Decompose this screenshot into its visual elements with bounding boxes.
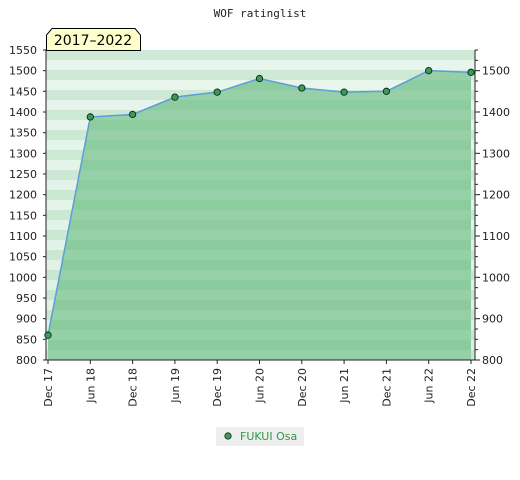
x-tick-label: Jun 20 xyxy=(254,368,267,404)
left-tick-label: 1150 xyxy=(9,209,37,222)
data-point[interactable] xyxy=(128,110,137,119)
data-point[interactable] xyxy=(44,331,52,339)
period-box: 2017–2022 xyxy=(46,28,141,51)
area-stripe xyxy=(48,270,471,280)
right-tick-label: 1300 xyxy=(482,147,510,160)
x-tick-label: Dec 18 xyxy=(127,368,140,407)
left-tick-label: 850 xyxy=(16,333,37,346)
left-tick-label: 1350 xyxy=(9,127,37,140)
left-tick-label: 1450 xyxy=(9,85,37,98)
area-stripe xyxy=(48,290,471,300)
area-stripe xyxy=(48,190,471,200)
left-tick-label: 1050 xyxy=(9,251,37,264)
data-point[interactable] xyxy=(213,88,221,96)
x-tick-label: Dec 17 xyxy=(42,368,55,407)
area-stripe xyxy=(48,310,471,320)
area-stripe xyxy=(48,110,471,120)
legend-label: FUKUI Osa xyxy=(240,430,297,443)
left-tick-label: 1300 xyxy=(9,147,37,160)
area-stripe xyxy=(48,250,471,260)
left-tick-label: 1400 xyxy=(9,106,37,119)
right-tick-label: 900 xyxy=(482,313,503,326)
x-tick-label: Dec 22 xyxy=(465,368,478,407)
legend[interactable]: FUKUI Osa xyxy=(216,427,304,446)
left-tick-label: 1250 xyxy=(9,168,37,181)
x-tick-label: Jun 19 xyxy=(169,368,182,404)
data-point[interactable] xyxy=(298,84,306,92)
x-axis: Dec 17 Jun 18 Dec 18 Jun 19 Dec 19 Jun 20 Dec … xyxy=(42,360,478,407)
rating-area xyxy=(47,69,472,361)
right-tick-label: 1500 xyxy=(482,65,510,78)
right-tick-label: 1100 xyxy=(482,230,510,243)
left-tick-label: 1100 xyxy=(9,230,37,243)
right-tick-label: 1400 xyxy=(482,106,510,119)
x-tick-label: Dec 20 xyxy=(296,368,309,407)
x-tick-label: Jun 18 xyxy=(84,368,97,404)
data-point[interactable] xyxy=(86,113,94,121)
area-stripe xyxy=(48,150,471,160)
area-fill xyxy=(48,70,471,361)
left-tick-label: 800 xyxy=(16,354,37,367)
left-tick-label: 1200 xyxy=(9,189,37,202)
area-stripe xyxy=(48,230,471,240)
data-points xyxy=(44,67,475,339)
area-stripe xyxy=(48,130,471,140)
data-point[interactable] xyxy=(340,88,348,96)
x-tick-label: Jun 22 xyxy=(423,368,436,404)
data-point[interactable] xyxy=(255,74,264,83)
x-tick-label: Dec 21 xyxy=(380,368,393,407)
right-y-axis: 1500 1400 1300 1200 1100 1000 900 800 xyxy=(475,49,510,367)
area-stripes xyxy=(48,70,471,360)
area-stripe xyxy=(48,330,471,340)
left-tick-label: 1550 xyxy=(9,44,37,57)
x-tick-label: Jun 21 xyxy=(338,368,351,404)
legend-marker xyxy=(224,432,232,440)
period-label: 2017–2022 xyxy=(54,33,132,49)
x-tick-label: Dec 19 xyxy=(211,368,224,407)
left-tick-label: 1500 xyxy=(9,65,37,78)
right-tick-label: 1200 xyxy=(482,189,510,202)
left-tick-label: 1000 xyxy=(9,271,37,284)
area-stripe xyxy=(48,170,471,180)
data-point[interactable] xyxy=(171,93,179,101)
chart-title: WOF ratinglist xyxy=(214,7,307,20)
right-tick-label: 800 xyxy=(482,354,503,367)
background-band xyxy=(46,60,475,71)
area-stripe xyxy=(48,350,471,360)
left-tick-label: 900 xyxy=(16,313,37,326)
data-point[interactable] xyxy=(467,68,475,76)
data-point[interactable] xyxy=(382,87,391,95)
area-stripe xyxy=(48,210,471,220)
left-tick-label: 950 xyxy=(16,292,37,305)
area-stripe xyxy=(48,90,471,100)
right-tick-label: 1000 xyxy=(482,271,510,284)
left-y-axis: 1550 1500 1450 1400 1350 1300 1250 1200 1150 1100… xyxy=(9,44,46,367)
background-band xyxy=(46,50,475,61)
data-point[interactable] xyxy=(425,67,433,75)
